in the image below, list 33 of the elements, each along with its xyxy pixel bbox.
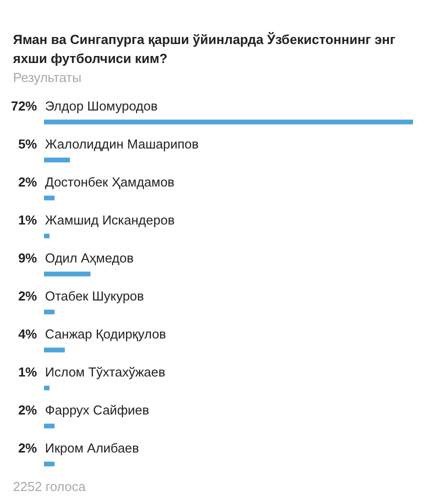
- y-tick-label: Икром Алибаев: [45, 440, 140, 456]
- bar: [44, 158, 70, 162]
- chart-subtitle: Результаты: [13, 70, 82, 86]
- data-label: 72%: [10, 98, 38, 114]
- y-tick-label: Фаррух Сайфиев: [45, 402, 150, 418]
- bar: [44, 424, 55, 428]
- data-label: 1%: [18, 364, 38, 380]
- bar: [44, 196, 55, 200]
- data-label: 1%: [18, 212, 38, 228]
- y-tick-label: Отабек Шукуров: [45, 288, 144, 304]
- data-label: 2%: [18, 402, 38, 418]
- bar: [44, 348, 65, 352]
- bar: [44, 386, 50, 390]
- data-label: 5%: [18, 136, 38, 152]
- y-tick-label: Жалолиддин Машарипов: [45, 136, 199, 152]
- data-label: 2%: [18, 440, 38, 456]
- chart-title: Яман ва Сингапурга қарши ўйинларда Ўзбекистоннинг энг яхши футболчиси ким?: [13, 31, 396, 68]
- data-label: 4%: [18, 326, 38, 342]
- y-tick-label: Жамшид Искандеров: [45, 212, 175, 228]
- bar: [44, 120, 413, 124]
- y-tick-label: Элдор Шомуродов: [45, 98, 158, 114]
- data-label: 2%: [18, 174, 38, 190]
- data-label: 9%: [18, 250, 38, 266]
- data-label: 2%: [18, 288, 38, 304]
- y-tick-label: Одил Аҳмедов: [45, 250, 134, 266]
- y-tick-label: Достонбек Ҳамдамов: [45, 174, 175, 190]
- bar: [44, 310, 55, 314]
- bar: [44, 234, 50, 238]
- y-tick-label: Ислом Тўхтахўжаев: [45, 364, 166, 380]
- bar: [44, 462, 55, 466]
- bar: [44, 272, 90, 276]
- text: 2252 голоса: [13, 479, 86, 495]
- y-tick-label: Санжар Қодирқулов: [45, 326, 166, 342]
